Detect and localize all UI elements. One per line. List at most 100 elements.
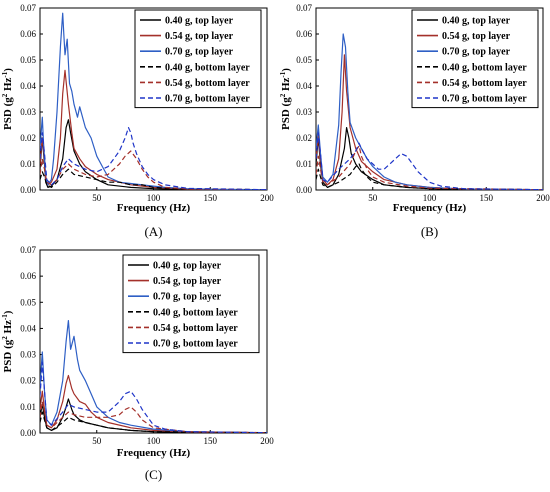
legend-box	[122, 254, 260, 354]
series-line-5	[40, 401, 267, 433]
series-lines	[40, 12, 267, 190]
y-axis-label-part: PSD (g	[280, 97, 292, 130]
y-tick-label: 0.02	[296, 133, 312, 143]
legend-label: 0.54 g, bottom layer	[165, 78, 250, 89]
x-tick-label: 100	[147, 436, 161, 446]
x-tick-label: 200	[260, 193, 274, 203]
y-tick-label: 0.04	[296, 81, 312, 91]
x-tick-label: 200	[536, 193, 550, 203]
legend-label: 0.54 g, top layer	[165, 31, 234, 42]
y-tick-label: 0.03	[20, 350, 36, 360]
series-line-4	[316, 163, 543, 190]
y-axis-label-superscript: 2	[1, 93, 9, 97]
y-tick-label: 0.01	[20, 159, 36, 169]
y-tick-label: 0.05	[20, 297, 36, 307]
y-tick-label: 0.06	[296, 29, 312, 39]
y-axis-label-part: )	[2, 68, 14, 72]
y-tick-label: 0.00	[296, 185, 312, 195]
legend-label: 0.70 g, top layer	[442, 47, 511, 58]
legend-label: 0.40 g, top layer	[165, 16, 234, 27]
y-tick-label: 0.00	[20, 428, 36, 438]
legend-label: 0.70 g, bottom layer	[165, 94, 250, 105]
series-line-1	[316, 126, 543, 190]
legend-label: 0.54 g, bottom layer	[442, 78, 527, 89]
legend: 0.40 g, top layer 0.54 g, top layer 0.70 g…	[134, 9, 262, 109]
panel-label: (B)	[421, 224, 438, 239]
legend: 0.40 g, top layer 0.54 g, top layer 0.70 g…	[411, 9, 539, 109]
panel-label: (A)	[144, 224, 162, 239]
x-axis-label: Frequency (Hz)	[393, 202, 467, 214]
panel-b: 0.00 0.01 0.02 0.03 0.04 0.05 0.06 0.07 50 100 150…	[279, 3, 550, 239]
y-axis-label-part: Hz	[2, 77, 14, 93]
legend-label: 0.70 g, top layer	[153, 292, 222, 303]
legend-label: 0.54 g, top layer	[153, 276, 222, 287]
y-axis-label-part: Hz	[280, 77, 292, 93]
y-axis-label-superscript: -1	[1, 71, 9, 77]
legend-label: 0.40 g, bottom layer	[165, 62, 250, 73]
panel-c: 0.00 0.01 0.02 0.03 0.04 0.05 0.06 0.07 50 100 150…	[1, 245, 274, 482]
y-axis-label: PSD (g2 Hz-1)	[1, 68, 14, 130]
legend-label: 0.40 g, top layer	[442, 16, 511, 27]
y-tick-label: 0.04	[20, 323, 36, 333]
y-axis-label-superscript: -1	[279, 71, 287, 77]
series-lines	[316, 33, 543, 190]
y-axis-label-superscript: 2	[1, 336, 9, 340]
legend-box	[411, 9, 539, 109]
series-line-3	[40, 320, 267, 433]
series-line-6	[40, 126, 267, 190]
x-tick-label: 100	[423, 193, 437, 203]
y-tick-label: 0.00	[20, 185, 36, 195]
series-lines	[40, 320, 267, 433]
y-tick-label: 0.07	[20, 3, 36, 13]
legend-label: 0.40 g, bottom layer	[442, 62, 527, 73]
y-tick-label: 0.03	[296, 107, 312, 117]
x-axis-label: Frequency (Hz)	[117, 447, 191, 459]
y-axis-label-superscript: 2	[279, 93, 287, 97]
legend-label: 0.70 g, bottom layer	[442, 94, 527, 105]
y-tick-label: 0.05	[20, 55, 36, 65]
x-tick-label: 150	[204, 436, 218, 446]
series-line-5	[40, 150, 267, 190]
y-tick-label: 0.07	[296, 3, 312, 13]
legend-label: 0.70 g, bottom layer	[153, 339, 238, 350]
x-axis-label: Frequency (Hz)	[117, 202, 191, 214]
series-line-6	[316, 132, 543, 190]
series-line-4	[40, 411, 267, 433]
y-tick-label: 0.05	[296, 55, 312, 65]
y-axis-label-superscript: -1	[1, 314, 9, 320]
y-axis-label-part: )	[2, 310, 14, 314]
legend-label: 0.40 g, top layer	[153, 261, 222, 272]
x-tick-label: 100	[147, 193, 161, 203]
series-line-3	[316, 33, 543, 190]
x-tick-label: 50	[92, 193, 102, 203]
x-tick-label: 150	[204, 193, 218, 203]
y-tick-label: 0.02	[20, 133, 36, 143]
y-axis-label-part: PSD (g	[2, 339, 14, 372]
panel-label: (C)	[145, 467, 162, 482]
y-axis-label-part: Hz	[2, 320, 14, 336]
x-tick-label: 200	[260, 436, 274, 446]
legend-label: 0.40 g, bottom layer	[153, 307, 238, 318]
y-tick-label: 0.01	[296, 159, 312, 169]
series-line-5	[316, 145, 543, 190]
y-tick-label: 0.07	[20, 245, 36, 255]
y-axis-label: PSD (g2 Hz-1)	[1, 310, 14, 372]
y-tick-label: 0.04	[20, 81, 36, 91]
y-tick-label: 0.06	[20, 29, 36, 39]
legend-label: 0.54 g, top layer	[442, 31, 511, 42]
series-line-6	[40, 361, 267, 433]
y-tick-label: 0.02	[20, 376, 36, 386]
series-line-2	[40, 374, 267, 433]
legend-label: 0.54 g, bottom layer	[153, 323, 238, 334]
y-tick-label: 0.06	[20, 271, 36, 281]
x-tick-label: 50	[368, 193, 378, 203]
y-tick-label: 0.01	[20, 402, 36, 412]
series-line-1	[40, 398, 267, 433]
x-tick-label: 50	[92, 436, 102, 446]
y-axis-label-part: )	[280, 68, 292, 72]
panel-a: 0.00 0.01 0.02 0.03 0.04 0.05 0.06 0.07 50 100 150…	[1, 3, 274, 239]
y-axis-label-part: PSD (g	[2, 97, 14, 130]
series-line-4	[40, 168, 267, 190]
